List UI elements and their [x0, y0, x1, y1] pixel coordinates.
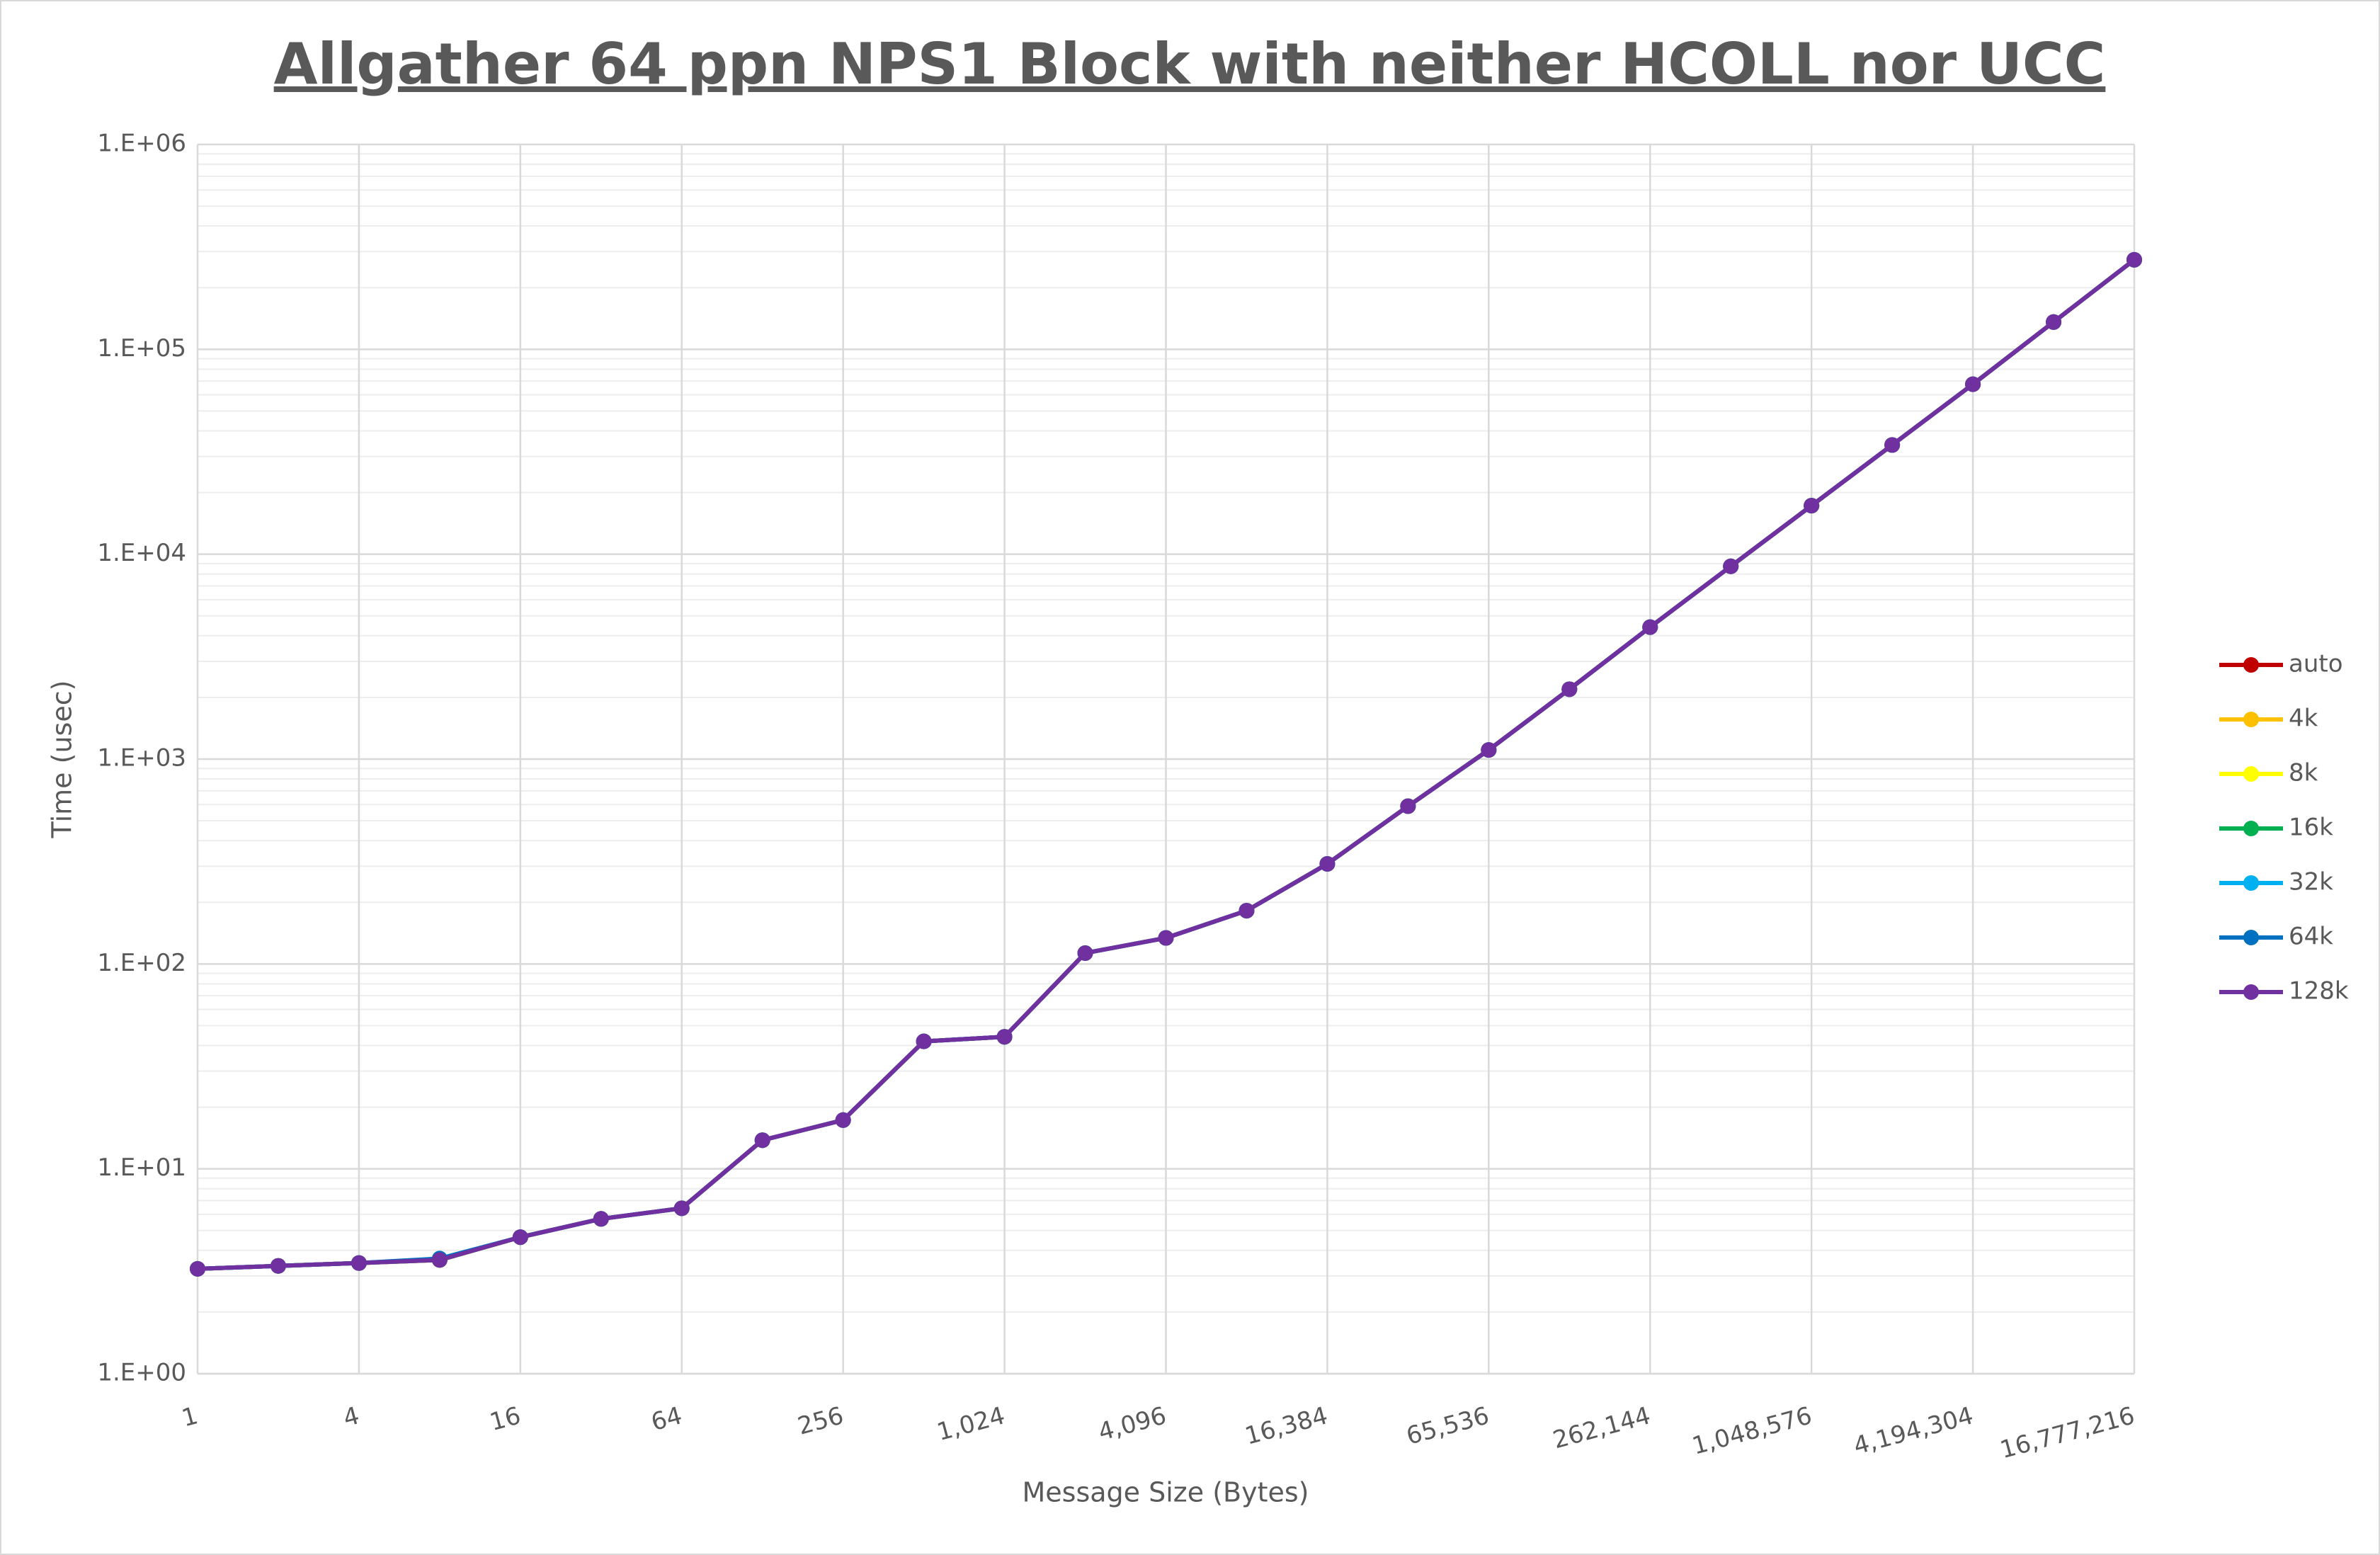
legend-label: auto	[2289, 650, 2343, 678]
data-point	[1319, 855, 1336, 872]
legend-label: 4k	[2289, 705, 2318, 733]
x-axis-title: Message Size (Bytes)	[1023, 1477, 1309, 1508]
data-point	[1077, 945, 1093, 961]
data-point	[1884, 437, 1901, 453]
data-point	[2126, 251, 2142, 268]
data-point	[593, 1211, 609, 1227]
data-point	[1239, 903, 1255, 919]
chart-title: Allgather 64 ppn NPS1 Block with neither…	[274, 31, 2106, 97]
data-point	[916, 1033, 932, 1049]
y-tick-label: 1.E+01	[97, 1154, 186, 1182]
data-point	[1723, 558, 1739, 574]
y-tick-label: 1.E+04	[97, 539, 186, 567]
y-tick-label: 1.E+03	[97, 744, 186, 773]
legend-marker	[2243, 875, 2259, 891]
legend-marker	[2243, 657, 2259, 673]
y-tick-label: 1.E+00	[97, 1359, 186, 1387]
data-point	[996, 1029, 1013, 1045]
legend-label: 64k	[2289, 923, 2333, 951]
legend-label: 8k	[2289, 759, 2318, 787]
y-tick-label: 1.E+05	[97, 334, 186, 363]
data-point	[2046, 314, 2062, 330]
data-point	[673, 1200, 690, 1217]
data-point	[1642, 619, 1658, 635]
y-tick-label: 1.E+02	[97, 949, 186, 977]
data-point	[754, 1132, 770, 1149]
legend-label: 32k	[2289, 868, 2333, 896]
data-point	[1804, 498, 1820, 514]
legend-marker	[2243, 930, 2259, 945]
y-tick-label: 1.E+06	[97, 130, 186, 158]
data-point	[190, 1260, 205, 1277]
legend-label: 16k	[2289, 814, 2333, 842]
legend-marker	[2243, 984, 2259, 1000]
data-point	[512, 1229, 528, 1246]
data-point	[431, 1252, 448, 1268]
data-point	[835, 1112, 851, 1128]
legend-marker	[2243, 712, 2259, 727]
data-point	[1400, 798, 1416, 814]
data-point	[351, 1255, 367, 1271]
legend-marker	[2243, 766, 2259, 782]
data-point	[1158, 930, 1174, 946]
data-point	[270, 1258, 286, 1274]
data-point	[1481, 742, 1497, 758]
data-point	[1965, 376, 1981, 392]
legend-label: 128k	[2289, 977, 2349, 1006]
legend-marker	[2243, 821, 2259, 836]
y-axis-title: Time (usec)	[47, 680, 78, 839]
data-point	[1561, 681, 1578, 697]
